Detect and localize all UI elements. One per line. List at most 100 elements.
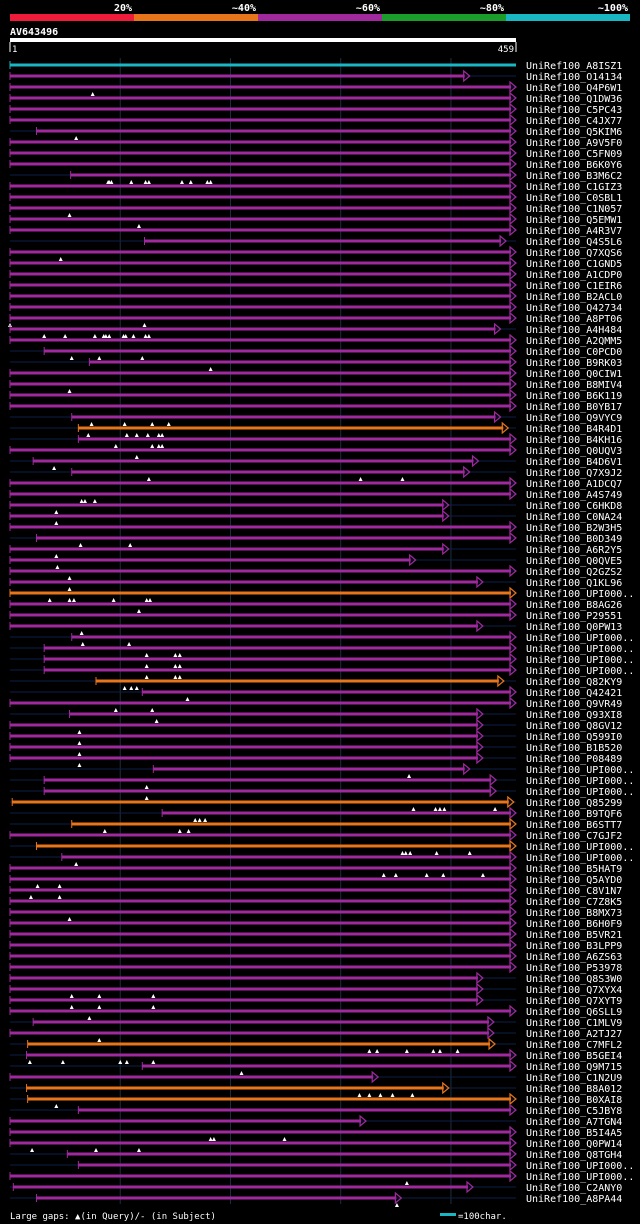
hit-label[interactable]: UniRef100_Q7X9J2 [526,468,622,479]
hit-row[interactable]: UniRef100_C1EIR6 [9,278,622,292]
hit-row[interactable]: UniRef100_UPI000.. [9,1169,634,1185]
hit-label[interactable]: UniRef100_P29551 [526,611,622,622]
hit-row[interactable]: UniRef100_Q82KY9 [10,674,622,690]
hit-label[interactable]: UniRef100_B6H0F9 [526,919,622,930]
hit-row[interactable]: UniRef100_A4R3V7 [9,223,622,237]
hit-label[interactable]: UniRef100_Q2GZS2 [526,567,622,578]
hit-row[interactable]: UniRef100_B2W3H5 [9,520,622,534]
hit-label[interactable]: UniRef100_Q1DW36 [526,94,622,105]
hit-label[interactable]: UniRef100_B4KH16 [526,435,622,446]
hit-label[interactable]: UniRef100_Q5KIM6 [526,127,622,138]
hit-label[interactable]: UniRef100_A4R3V7 [526,226,622,237]
hit-row[interactable]: UniRef100_Q9VYC9 [10,410,622,426]
hit-row[interactable]: UniRef100_UPI000.. [10,663,634,679]
hit-label[interactable]: UniRef100_C0NA24 [526,512,622,523]
hit-label[interactable]: UniRef100_C1EIR6 [526,281,622,292]
hit-label[interactable]: UniRef100_C6HKD8 [526,501,622,512]
hit-row[interactable]: UniRef100_Q5EMW1 [9,212,622,228]
hit-row[interactable]: UniRef100_Q1KL96 [9,575,622,591]
hit-label[interactable]: UniRef100_Q5EMW1 [526,215,622,226]
hit-row[interactable]: UniRef100_B9TQF6 [10,806,622,822]
hit-row[interactable]: UniRef100_Q1DW36 [9,91,622,105]
hit-row[interactable]: UniRef100_A2TJ27 [9,1026,622,1042]
hit-label[interactable]: UniRef100_B3LPP9 [526,941,622,952]
hit-label[interactable]: UniRef100_UPI000.. [526,633,634,644]
hit-row[interactable]: UniRef100_B5I4A5 [9,1125,622,1141]
hit-row[interactable]: UniRef100_Q7XYX4 [9,982,622,998]
hit-row[interactable]: UniRef100_C7MFL2 [10,1037,622,1053]
hit-row[interactable]: UniRef100_C0SBL1 [9,190,622,204]
hit-label[interactable]: UniRef100_Q85299 [526,798,622,809]
hit-label[interactable]: UniRef100_UPI000.. [526,1161,634,1172]
hit-label[interactable]: UniRef100_Q0QVE5 [526,556,622,567]
hit-label[interactable]: UniRef100_Q0PW14 [526,1139,622,1150]
hit-label[interactable]: UniRef100_Q1KL96 [526,578,622,589]
hit-row[interactable]: UniRef100_UPI000.. [10,773,634,789]
hit-row[interactable]: UniRef100_A6ZS63 [9,949,622,963]
hit-label[interactable]: UniRef100_Q93XI8 [526,710,622,721]
hit-row[interactable]: UniRef100_Q8GV12 [9,718,622,734]
hit-row[interactable]: UniRef100_C7Z8K5 [9,894,622,908]
hit-label[interactable]: UniRef100_B8MX73 [526,908,622,919]
hit-label[interactable]: UniRef100_Q7XQS6 [526,248,622,259]
hit-row[interactable]: UniRef100_C1N2U9 [9,1070,622,1084]
hit-row[interactable]: UniRef100_UPI000.. [10,1158,634,1172]
hit-label[interactable]: UniRef100_B4R4D1 [526,424,622,435]
hit-label[interactable]: UniRef100_A4H484 [526,325,622,336]
hit-label[interactable]: UniRef100_A8PA44 [526,1194,622,1205]
hit-label[interactable]: UniRef100_A1CDP0 [526,270,622,281]
hit-row[interactable]: UniRef100_Q85299 [10,795,622,811]
hit-row[interactable]: UniRef100_Q4S5L6 [10,234,622,248]
hit-label[interactable]: UniRef100_C8V1N7 [526,886,622,897]
hit-label[interactable]: UniRef100_A4S749 [526,490,622,501]
hit-label[interactable]: UniRef100_Q0PW13 [526,622,622,633]
hit-label[interactable]: UniRef100_Q9VYC9 [526,413,622,424]
hit-label[interactable]: UniRef100_Q9M715 [526,1062,622,1073]
hit-label[interactable]: UniRef100_B0YB17 [526,402,622,413]
hit-row[interactable]: UniRef100_B1B520 [9,740,622,756]
hit-row[interactable]: UniRef100_B0YB17 [9,399,622,413]
hit-label[interactable]: UniRef100_B1B520 [526,743,622,754]
hit-label[interactable]: UniRef100_C0SBL1 [526,193,622,204]
hit-row[interactable]: UniRef100_Q0PW14 [9,1136,622,1152]
hit-row[interactable]: UniRef100_C2ANY0 [10,1180,622,1194]
hit-label[interactable]: UniRef100_Q8S3W0 [526,974,622,985]
hit-row[interactable]: UniRef100_UPI000.. [10,784,634,800]
hit-row[interactable]: UniRef100_Q8TGH4 [10,1147,622,1161]
hit-label[interactable]: UniRef100_B5VR21 [526,930,622,941]
hit-label[interactable]: UniRef100_A6R2Y5 [526,545,622,556]
hit-label[interactable]: UniRef100_Q8GV12 [526,721,622,732]
hit-label[interactable]: UniRef100_A6ZS63 [526,952,622,963]
hit-row[interactable]: UniRef100_O14134 [9,69,622,83]
hit-row[interactable]: UniRef100_B6STT7 [10,817,622,833]
hit-row[interactable]: UniRef100_Q7X9J2 [10,465,622,481]
hit-label[interactable]: UniRef100_A7TGN4 [526,1117,622,1128]
hit-row[interactable]: UniRef100_A8PA44 [10,1191,622,1207]
hit-row[interactable]: UniRef100_Q5AYD0 [9,872,622,888]
hit-label[interactable]: UniRef100_Q7XYX4 [526,985,622,996]
hit-row[interactable]: UniRef100_Q5KIM6 [10,124,622,140]
hit-label[interactable]: UniRef100_B0XAI8 [526,1095,622,1106]
hit-row[interactable]: UniRef100_B6H0F9 [9,916,622,930]
hit-row[interactable]: UniRef100_Q0PW13 [9,619,622,635]
hit-label[interactable]: UniRef100_A9V5F0 [526,138,622,149]
hit-row[interactable]: UniRef100_A6R2Y5 [9,542,622,558]
hit-label[interactable]: UniRef100_UPI000.. [526,644,634,655]
hit-row[interactable]: UniRef100_B8AG26 [9,597,622,613]
hit-label[interactable]: UniRef100_UPI000.. [526,842,634,853]
hit-row[interactable]: UniRef100_B8A012 [10,1081,622,1097]
hit-row[interactable]: UniRef100_Q2GZS2 [9,564,622,580]
hit-row[interactable]: UniRef100_C1GND5 [9,256,622,270]
hit-row[interactable]: UniRef100_B4KH16 [10,432,622,448]
hit-row[interactable]: UniRef100_C5FN09 [9,146,622,160]
hit-row[interactable]: UniRef100_C1MLV9 [10,1015,622,1029]
hit-row[interactable]: UniRef100_B5HAT9 [9,861,622,877]
hit-label[interactable]: UniRef100_Q4P6W1 [526,83,622,94]
hit-label[interactable]: UniRef100_UPI000.. [526,776,634,787]
hit-row[interactable]: UniRef100_UPI000.. [10,762,634,778]
hit-row[interactable]: UniRef100_Q6SLL9 [9,1004,622,1020]
hit-label[interactable]: UniRef100_C5FN09 [526,149,622,160]
hit-label[interactable]: UniRef100_Q4S5L6 [526,237,622,248]
hit-label[interactable]: UniRef100_C5JBY8 [526,1106,622,1117]
hit-row[interactable]: UniRef100_P53978 [9,960,622,974]
